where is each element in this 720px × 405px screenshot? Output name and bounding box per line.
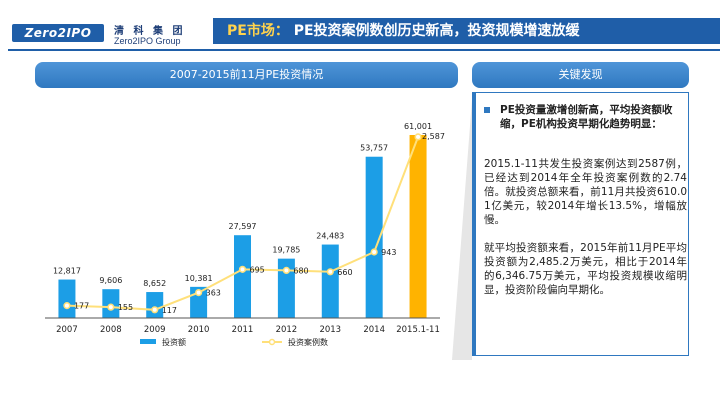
- bar-label-2008: 9,606: [99, 276, 122, 285]
- findings-panel: PE投资量激增创新高，平均投资额收缩，PE机构投资早期化趋势明显： 2015.1…: [472, 92, 689, 356]
- bar-2009: [146, 292, 164, 318]
- case-count-labels: 177 155 117 363 695 680 660 943 2,587: [74, 132, 445, 315]
- x-tick-2008: 2008: [100, 325, 122, 335]
- point-2009: [151, 306, 159, 314]
- bar-label-2007: 12,817: [53, 267, 81, 276]
- point-label-2013: 660: [337, 268, 352, 277]
- point-label-2009: 117: [162, 306, 177, 315]
- square-bullet-icon: [484, 107, 490, 113]
- x-tick-2007: 2007: [56, 325, 78, 335]
- page-title: PE市场： PE投资案例数创历史新高，投资规模增速放缓: [227, 18, 580, 44]
- logo-chinese-name: 清 科 集 团: [114, 26, 186, 37]
- bar-2012: [277, 258, 295, 318]
- title-prefix: PE市场：: [227, 23, 289, 39]
- panel-shadow: [452, 100, 472, 360]
- point-2007: [63, 302, 71, 310]
- pe-investment-chart: 12,817 9,606 8,652 10,381 27,597 19,785 24,483…: [45, 122, 445, 347]
- findings-paragraph-2: 就平均投资额来看，2015年前11月PE平均投资额为2,485.2万美元，相比于…: [484, 242, 687, 296]
- point-2013: [326, 268, 334, 276]
- point-label-2012: 680: [293, 266, 308, 275]
- point-2008: [107, 303, 115, 311]
- logo-english-name: Zero2IPO Group: [114, 36, 181, 46]
- point-2012: [282, 266, 290, 274]
- point-2015.1-11: [414, 133, 422, 141]
- bar-2013: [321, 244, 339, 318]
- point-2010: [195, 288, 203, 297]
- zero2ipo-logo: Zero2IPO: [12, 24, 104, 42]
- x-tick-2014: 2014: [363, 325, 385, 335]
- legend-label-amount: 投资额: [162, 337, 186, 347]
- point-label-2008: 155: [118, 303, 133, 312]
- point-label-2015.1-11: 2,587: [422, 132, 445, 141]
- bar-series: [58, 134, 427, 318]
- findings-paragraph-1: 2015.1-11共发生投资案例达到2587例，已经达到2014年全年投资案例数…: [484, 158, 687, 226]
- case-count-points: [63, 133, 422, 314]
- bar-label-2009: 8,652: [143, 279, 166, 288]
- bar-2014: [365, 156, 383, 318]
- bar-label-2010: 10,381: [185, 274, 213, 283]
- chart-legend: 投资额 投资案例数: [140, 337, 328, 347]
- point-2014: [370, 248, 378, 256]
- point-label-2011: 695: [250, 265, 265, 274]
- point-label-2007: 177: [74, 302, 89, 311]
- x-tick-2015.1-11: 2015.1-11: [396, 325, 440, 335]
- point-2011: [238, 265, 247, 273]
- bar-label-2012: 19,785: [272, 246, 300, 255]
- title-bar: PE市场： PE投资案例数创历史新高，投资规模增速放缓: [213, 18, 720, 44]
- point-label-2010: 363: [206, 289, 221, 298]
- x-tick-labels: 2007 2008 2009 2010 2011 2012 2013 2014 2015.1-1…: [56, 325, 440, 335]
- findings-panel-title: 关键发现: [472, 62, 689, 88]
- bar-2011: [234, 235, 251, 318]
- legend-marker-count: [268, 338, 276, 346]
- bar-label-2015.1-11: 61,001: [404, 122, 432, 131]
- x-tick-2012: 2012: [276, 325, 298, 335]
- logo-text: Zero2IPO: [24, 26, 92, 40]
- x-tick-2010: 2010: [188, 325, 210, 335]
- legend-label-count: 投资案例数: [288, 337, 328, 347]
- findings-headline: PE投资量激增创新高，平均投资额收缩，PE机构投资早期化趋势明显：: [500, 104, 673, 130]
- bar-label-2014: 53,757: [360, 144, 388, 153]
- x-tick-2009: 2009: [144, 325, 166, 335]
- bar-label-2013: 24,483: [316, 232, 344, 241]
- chart-panel-title: 2007-2015前11月PE投资情况: [35, 62, 458, 88]
- x-tick-2013: 2013: [319, 325, 341, 335]
- bar-2007: [58, 279, 76, 318]
- bar-label-2011: 27,597: [229, 222, 257, 231]
- header: Zero2IPO 清 科 集 团 Zero2IPO Group PE市场： PE…: [0, 0, 720, 52]
- point-label-2014: 943: [381, 248, 396, 257]
- x-tick-2011: 2011: [232, 325, 254, 335]
- header-divider: [8, 49, 720, 51]
- legend-swatch-amount: [140, 339, 156, 344]
- bar-2015.1-11: [409, 134, 427, 318]
- title-main: PE投资案例数创历史新高，投资规模增速放缓: [293, 23, 580, 39]
- bar-value-labels: 12,817 9,606 8,652 10,381 27,597 19,785 24,483…: [53, 122, 432, 288]
